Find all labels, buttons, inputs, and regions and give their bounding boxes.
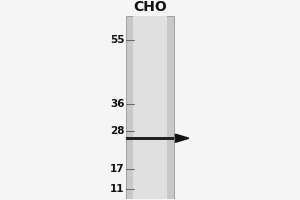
Text: 55: 55	[110, 35, 124, 45]
Bar	[126, 137, 174, 140]
Text: 28: 28	[110, 126, 124, 136]
Text: 11: 11	[110, 184, 124, 194]
Bar	[133, 16, 167, 199]
Bar	[126, 16, 174, 199]
Text: CHO: CHO	[133, 0, 167, 14]
Text: 17: 17	[110, 164, 124, 174]
Polygon shape	[176, 134, 189, 142]
Text: 36: 36	[110, 99, 124, 109]
